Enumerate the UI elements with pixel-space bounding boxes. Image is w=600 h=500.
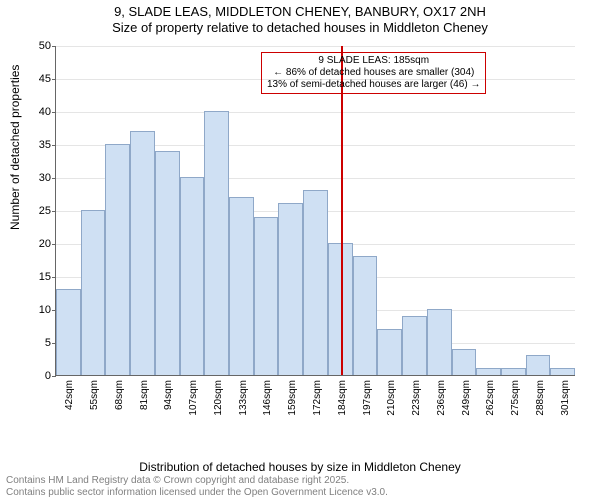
histogram-bar bbox=[476, 368, 501, 375]
histogram-bar bbox=[56, 289, 81, 375]
annotation-line-3: 13% of semi-detached houses are larger (… bbox=[267, 79, 480, 91]
y-tick-mark bbox=[52, 145, 56, 146]
y-tick-mark bbox=[52, 46, 56, 47]
y-tick-mark bbox=[52, 112, 56, 113]
y-tick-label: 30 bbox=[27, 172, 51, 184]
annotation-line-1: 9 SLADE LEAS: 185sqm bbox=[267, 55, 480, 67]
y-tick-mark bbox=[52, 79, 56, 80]
y-tick-mark bbox=[52, 178, 56, 179]
chart-title-block: 9, SLADE LEAS, MIDDLETON CHENEY, BANBURY… bbox=[0, 0, 600, 37]
y-tick-label: 0 bbox=[27, 370, 51, 382]
y-tick-mark bbox=[52, 211, 56, 212]
y-tick-label: 15 bbox=[27, 271, 51, 283]
footer-attribution: Contains HM Land Registry data © Crown c… bbox=[6, 475, 388, 498]
histogram-bar bbox=[81, 210, 106, 375]
histogram-bar bbox=[353, 256, 378, 375]
histogram-bar bbox=[501, 368, 526, 375]
bars-container bbox=[56, 46, 575, 375]
y-tick-label: 20 bbox=[27, 238, 51, 250]
histogram-bar bbox=[180, 177, 205, 375]
y-tick-label: 25 bbox=[27, 205, 51, 217]
histogram-bar bbox=[278, 203, 303, 375]
y-tick-label: 40 bbox=[27, 106, 51, 118]
y-tick-label: 5 bbox=[27, 337, 51, 349]
histogram-bar bbox=[427, 309, 452, 375]
title-line-2: Size of property relative to detached ho… bbox=[0, 20, 600, 36]
y-tick-mark bbox=[52, 244, 56, 245]
footer-line-2: Contains public sector information licen… bbox=[6, 487, 388, 499]
title-line-1: 9, SLADE LEAS, MIDDLETON CHENEY, BANBURY… bbox=[0, 4, 600, 20]
histogram-bar bbox=[204, 111, 229, 375]
chart-area: 9 SLADE LEAS: 185sqm ← 86% of detached h… bbox=[55, 46, 575, 416]
y-tick-mark bbox=[52, 376, 56, 377]
histogram-bar bbox=[254, 217, 279, 375]
histogram-bar bbox=[550, 368, 575, 375]
plot-region: 9 SLADE LEAS: 185sqm ← 86% of detached h… bbox=[55, 46, 575, 376]
y-tick-label: 35 bbox=[27, 139, 51, 151]
histogram-bar bbox=[452, 349, 477, 375]
histogram-bar bbox=[130, 131, 155, 375]
histogram-bar bbox=[377, 329, 402, 375]
y-tick-mark bbox=[52, 310, 56, 311]
footer-line-1: Contains HM Land Registry data © Crown c… bbox=[6, 475, 388, 487]
y-tick-mark bbox=[52, 343, 56, 344]
y-tick-label: 45 bbox=[27, 73, 51, 85]
histogram-bar bbox=[155, 151, 180, 375]
histogram-bar bbox=[105, 144, 130, 375]
histogram-bar bbox=[402, 316, 427, 375]
y-tick-label: 10 bbox=[27, 304, 51, 316]
annotation-box: 9 SLADE LEAS: 185sqm ← 86% of detached h… bbox=[261, 52, 486, 94]
histogram-bar bbox=[303, 190, 328, 375]
annotation-line-2: ← 86% of detached houses are smaller (30… bbox=[267, 67, 480, 79]
y-axis-label: Number of detached properties bbox=[8, 65, 22, 230]
y-tick-label: 50 bbox=[27, 40, 51, 52]
y-tick-mark bbox=[52, 277, 56, 278]
reference-marker-line bbox=[341, 46, 343, 375]
x-axis-label: Distribution of detached houses by size … bbox=[0, 460, 600, 474]
histogram-bar bbox=[229, 197, 254, 375]
histogram-bar bbox=[526, 355, 551, 375]
